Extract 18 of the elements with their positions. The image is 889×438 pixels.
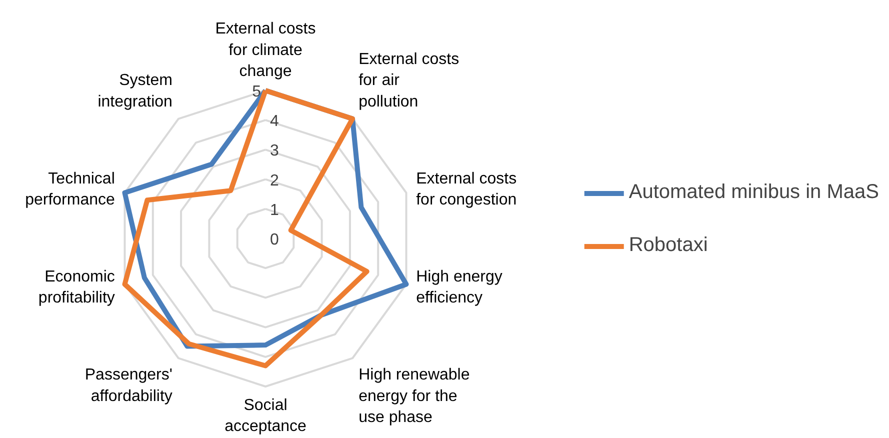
y-tick-label: 1 — [270, 202, 279, 219]
y-tick-label: 0 — [270, 232, 279, 248]
spoke-label: Technical performance — [25, 170, 115, 209]
legend-label: Robotaxi — [628, 234, 708, 257]
y-tick-label: 3 — [270, 142, 279, 160]
y-tick-label: 5 — [252, 84, 262, 100]
spoke-label: Economic profitability — [38, 268, 115, 307]
y-tick-label: 4 — [270, 113, 279, 130]
spoke-label: Social acceptance — [224, 396, 307, 436]
spoke-label: External costs for air pollution — [358, 50, 460, 110]
spoke-label: Passengers' affordability — [84, 366, 172, 405]
legend-label: Automated minibus in MaaS — [628, 181, 879, 204]
spoke-label: External costs for congestion — [416, 170, 517, 209]
spoke-label: High energy efficiency — [416, 268, 502, 307]
spoke-label: System integration — [98, 72, 172, 110]
spoke-label: External costs for climate change — [215, 20, 316, 80]
y-tick-label: 2 — [270, 172, 279, 190]
spoke-label: High renewable energy for the use phase — [358, 366, 470, 426]
